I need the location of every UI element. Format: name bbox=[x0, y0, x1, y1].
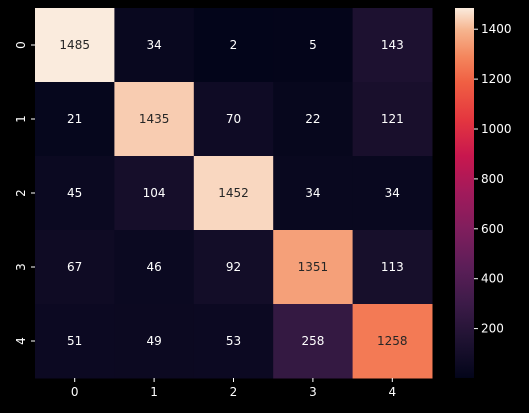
heatmap-cell bbox=[273, 304, 354, 379]
x-axis-ticks: 0 1 2 3 4 bbox=[71, 378, 396, 399]
cell-value-label: 21 bbox=[67, 112, 82, 126]
cell-value-label: 53 bbox=[226, 334, 241, 348]
heatmap-cell bbox=[352, 304, 433, 379]
heatmap-cell bbox=[114, 8, 195, 83]
x-tick-label: 0 bbox=[71, 385, 79, 399]
y-tick-label: 3 bbox=[14, 263, 28, 271]
cell-value-label: 258 bbox=[301, 334, 324, 348]
heatmap-cell bbox=[273, 230, 354, 305]
cell-value-label: 51 bbox=[67, 334, 82, 348]
cell-value-label: 1258 bbox=[377, 334, 408, 348]
y-tick-label: 0 bbox=[14, 41, 28, 49]
heatmap-cell bbox=[114, 230, 195, 305]
heatmap-cell bbox=[193, 156, 274, 231]
colorbar bbox=[455, 8, 474, 378]
colorbar-tick-label: 800 bbox=[481, 172, 504, 186]
heatmap-cell bbox=[114, 82, 195, 157]
cell-value-label: 1485 bbox=[59, 38, 90, 52]
x-tick-label: 4 bbox=[388, 385, 396, 399]
heatmap-cell bbox=[114, 156, 195, 231]
heatmap-cell bbox=[114, 304, 195, 379]
colorbar-tick-label: 200 bbox=[481, 322, 504, 336]
colorbar-ticks: 200 400 600 800 1000 1200 1400 bbox=[474, 22, 512, 336]
heatmap-cell bbox=[193, 230, 274, 305]
colorbar-tick-label: 1000 bbox=[481, 122, 512, 136]
heatmap-cell bbox=[352, 230, 433, 305]
y-tick-label: 4 bbox=[14, 337, 28, 345]
cell-value-label: 143 bbox=[381, 38, 404, 52]
x-tick-label: 1 bbox=[150, 385, 158, 399]
cell-value-label: 5 bbox=[309, 38, 317, 52]
x-tick-label: 2 bbox=[230, 385, 238, 399]
cell-value-label: 70 bbox=[226, 112, 241, 126]
cell-value-label: 113 bbox=[381, 260, 404, 274]
heatmap-cell bbox=[273, 82, 354, 157]
heatmap-cell bbox=[273, 156, 354, 231]
colorbar-tick-label: 600 bbox=[481, 222, 504, 236]
heatmap-cells bbox=[35, 8, 433, 379]
colorbar-tick-label: 400 bbox=[481, 272, 504, 286]
cell-value-label: 46 bbox=[146, 260, 161, 274]
y-axis-ticks: 0 1 2 3 4 bbox=[14, 41, 35, 345]
heatmap-cell bbox=[35, 304, 115, 379]
cell-value-label: 45 bbox=[67, 186, 82, 200]
heatmap-cell bbox=[352, 8, 433, 83]
cell-value-label: 121 bbox=[381, 112, 404, 126]
heatmap-cell bbox=[35, 82, 115, 157]
cell-value-label: 34 bbox=[305, 186, 320, 200]
cell-value-label: 1351 bbox=[298, 260, 329, 274]
x-tick-label: 3 bbox=[309, 385, 317, 399]
y-tick-label: 1 bbox=[14, 115, 28, 123]
colorbar-tick-label: 1400 bbox=[481, 22, 512, 36]
heatmap-cell bbox=[273, 8, 354, 83]
y-tick-label: 2 bbox=[14, 189, 28, 197]
cell-value-label: 1452 bbox=[218, 186, 249, 200]
cell-value-label: 2 bbox=[230, 38, 238, 52]
cell-value-label: 104 bbox=[143, 186, 166, 200]
cell-value-label: 67 bbox=[67, 260, 82, 274]
heatmap-cell bbox=[35, 156, 115, 231]
heatmap-cell bbox=[193, 8, 274, 83]
colorbar-gradient bbox=[455, 8, 474, 378]
cell-value-label: 49 bbox=[146, 334, 161, 348]
heatmap-cell bbox=[352, 82, 433, 157]
heatmap-cell bbox=[193, 82, 274, 157]
heatmap-cell bbox=[193, 304, 274, 379]
heatmap-cell bbox=[35, 230, 115, 305]
colorbar-tick-label: 1200 bbox=[481, 72, 512, 86]
cell-annotations: 1485 34 2 5 143 21 1435 70 22 121 45 104 1452 34 34 67 4… bbox=[59, 38, 407, 348]
cell-value-label: 1435 bbox=[139, 112, 170, 126]
heatmap-cell bbox=[35, 8, 115, 83]
cell-value-label: 92 bbox=[226, 260, 241, 274]
cell-value-label: 22 bbox=[305, 112, 320, 126]
heatmap-cell bbox=[352, 156, 433, 231]
cell-value-label: 34 bbox=[385, 186, 400, 200]
cell-value-label: 34 bbox=[146, 38, 161, 52]
